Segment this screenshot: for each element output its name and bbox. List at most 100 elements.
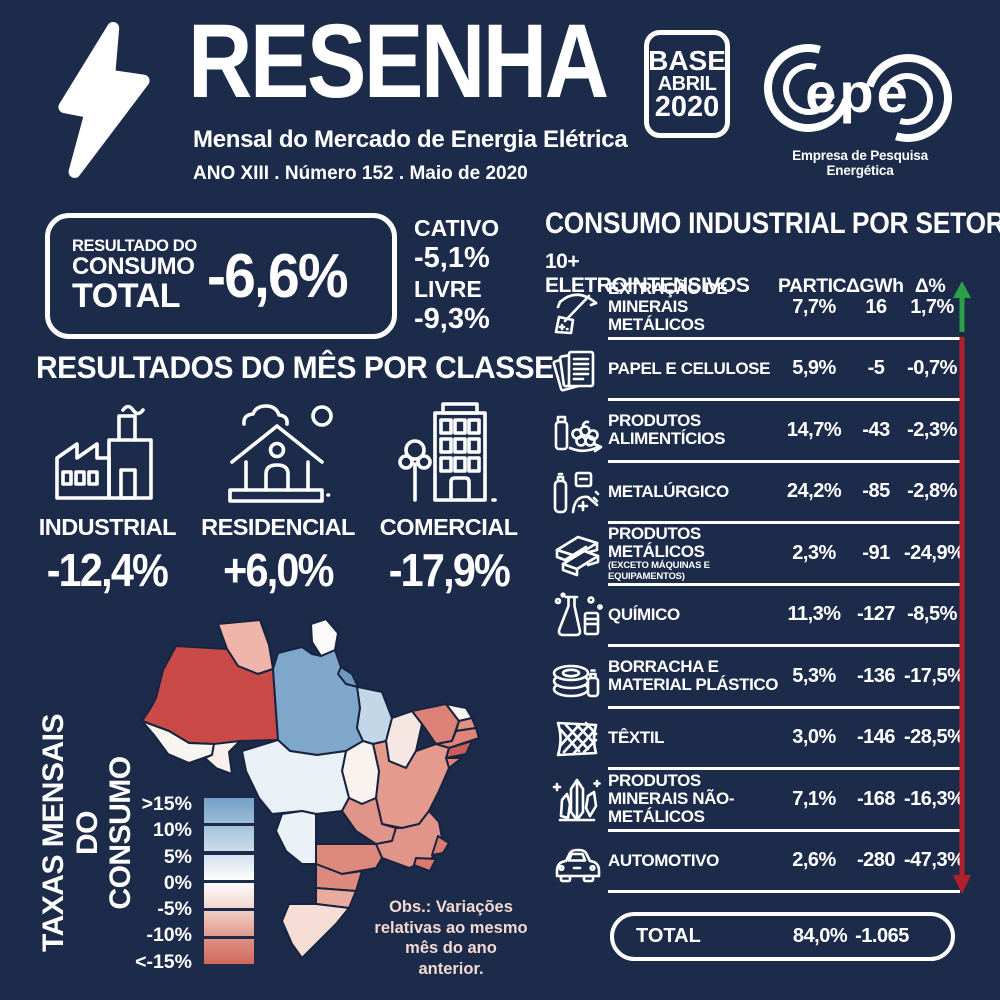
row-partic: 7,7% — [792, 295, 836, 318]
col-pct: Δ% — [914, 275, 946, 297]
row-label: METALÚRGICO — [608, 481, 729, 501]
map-legend-labels: >15% 10% 5% 0% -5% -10% <-15% — [118, 791, 192, 975]
row-pct: -8,5% — [907, 603, 957, 626]
legend-segment — [204, 939, 254, 965]
paper-icon — [545, 343, 608, 397]
flask-icon — [545, 589, 608, 643]
table-row: PRODUTOS MINERAIS NÃO-METÁLICOS 7,1% -16… — [545, 770, 965, 832]
row-gwh: -85 — [862, 480, 890, 503]
base-month-badge: BASE ABRIL 2020 — [644, 30, 730, 138]
car-icon — [545, 835, 608, 889]
row-label: PAPEL E CELULOSE — [608, 358, 771, 378]
row-label: PRODUTOS METÁLICOS (EXCETO MÁQUINAS E EQ… — [608, 524, 780, 582]
state-parana — [315, 863, 363, 892]
table-row: TÊXTIL 3,0% -146 -28,5% — [545, 709, 965, 770]
row-partic: 2,6% — [792, 849, 836, 872]
table-row: PRODUTOS ALIMENTÍCIOS 14,7% -43 -2,3% — [545, 401, 960, 463]
row-gwh: 16 — [865, 295, 887, 318]
row-label: PRODUTOS MINERAIS NÃO-METÁLICOS — [608, 770, 735, 827]
livre-label: LIVRE — [414, 276, 482, 303]
table-row: AUTOMOTIVO 2,6% -280 -47,3% — [545, 832, 965, 893]
legend-segment — [204, 911, 254, 937]
map-note-line1: Obs.: Variações — [389, 898, 513, 916]
map-note-line2: relativas ao mesmo — [374, 918, 528, 937]
class-value: -17,9% — [388, 544, 510, 596]
table-row: QUÍMICO 11,3% -127 -8,5% — [545, 586, 960, 647]
row-label: QUÍMICO — [608, 604, 680, 624]
state-mato-grosso-do-sul — [275, 810, 317, 865]
class-label: INDUSTRIAL — [38, 514, 177, 540]
map-legend-colorbar — [204, 798, 254, 968]
row-label: TÊXTIL — [608, 727, 665, 747]
row-partic: 5,3% — [792, 664, 836, 687]
sector-table-title: CONSUMO INDUSTRIAL POR SETOR — [545, 207, 1000, 240]
legend-label: <-15% — [135, 950, 192, 973]
state-rio-de-janeiro — [413, 857, 437, 872]
state-amapa — [310, 618, 339, 657]
row-pct: -17,5% — [904, 664, 965, 687]
row-pct: -24,9% — [904, 541, 965, 564]
badge-line2: ABRIL — [657, 73, 717, 96]
col-gwh: ΔGWh — [846, 275, 904, 297]
col-partic: PARTIC. — [778, 275, 852, 297]
total-partic: 84,0% — [792, 925, 848, 947]
row-partic: 2,3% — [792, 541, 836, 564]
result-label-1: RESULTADO DO — [72, 237, 197, 256]
row-partic: 11,3% — [787, 603, 841, 626]
factory-icon — [47, 392, 167, 510]
crystal-icon — [545, 774, 608, 828]
badge-line1: BASE — [648, 45, 726, 77]
brazil-choropleth-map — [141, 618, 480, 959]
class-label: COMERCIAL — [379, 514, 518, 540]
row-label: EXTRAÇÃO DE MINERAIS METÁLICOS — [608, 278, 728, 335]
row-pct: -28,5% — [904, 726, 965, 749]
total-result-value: -6,6% — [206, 241, 349, 311]
result-label-2: CONSUMO — [72, 252, 195, 280]
map-note-line3: mês do ano anterior. — [405, 939, 497, 978]
edition-line: ANO XIII . Número 152 . Maio de 2020 — [193, 163, 528, 184]
row-gwh: -146 — [856, 726, 896, 749]
row-pct: -0,7% — [907, 357, 957, 380]
state-para — [272, 646, 364, 756]
table-row: METALÚRGICO 24,2% -85 -2,8% — [545, 463, 960, 524]
total-label: TOTAL — [636, 925, 701, 947]
legend-segment — [204, 882, 254, 908]
sector-total-box: TOTAL 84,0% -1.065 — [610, 912, 955, 961]
cativo-livre-block: CATIVO -5,1% LIVRE -9,3% — [414, 215, 500, 338]
legend-label: 10% — [152, 819, 192, 842]
page-subtitle: Mensal do Mercado de Energia Elétrica — [193, 126, 628, 153]
pickaxe-icon — [545, 282, 608, 336]
cativo-label: CATIVO — [414, 215, 500, 241]
row-pct: -16,3% — [904, 787, 965, 810]
result-label-3: TOTAL — [72, 277, 181, 316]
classes-heading: RESULTADOS DO MÊS POR CLASSE — [36, 349, 554, 385]
table-subtitle: 10+ ELETROINTENSIVOS — [545, 250, 750, 297]
class-comercial: COMERCIAL -17,9% — [363, 392, 534, 597]
badge-line3: 2020 — [654, 91, 720, 124]
legend-label: -5% — [157, 898, 192, 921]
fabric-icon — [545, 712, 608, 766]
row-label: AUTOMOTIVO — [608, 850, 719, 870]
row-partic: 24,2% — [786, 480, 842, 503]
legend-label: -10% — [146, 924, 192, 947]
down-arrow-red — [953, 337, 971, 894]
logo-caption: Empresa de Pesquisa Energética — [792, 148, 928, 178]
row-gwh: -5 — [867, 357, 885, 380]
row-pct: -2,3% — [907, 418, 957, 441]
logo-text: epe — [805, 61, 911, 124]
rubber-icon — [545, 651, 608, 705]
map-vertical-title: TAXAS MENSAIS DO CONSUMO — [37, 700, 137, 966]
row-pct: 1,7% — [910, 295, 954, 318]
legend-label: 5% — [163, 845, 192, 868]
class-label: RESIDENCIAL — [201, 514, 355, 540]
row-partic: 5,9% — [792, 357, 836, 380]
table-row: PRODUTOS METÁLICOS (EXCETO MÁQUINAS E EQ… — [545, 524, 965, 586]
row-label: BORRACHA E MATERIAL PLÁSTICO — [608, 656, 779, 695]
state-rondonia — [204, 740, 241, 775]
page-title: RESENHA — [188, 3, 609, 120]
state-minas-gerais — [375, 810, 443, 869]
up-arrow-green — [953, 281, 971, 332]
row-gwh: -91 — [862, 541, 890, 564]
legend-segment — [204, 854, 254, 880]
